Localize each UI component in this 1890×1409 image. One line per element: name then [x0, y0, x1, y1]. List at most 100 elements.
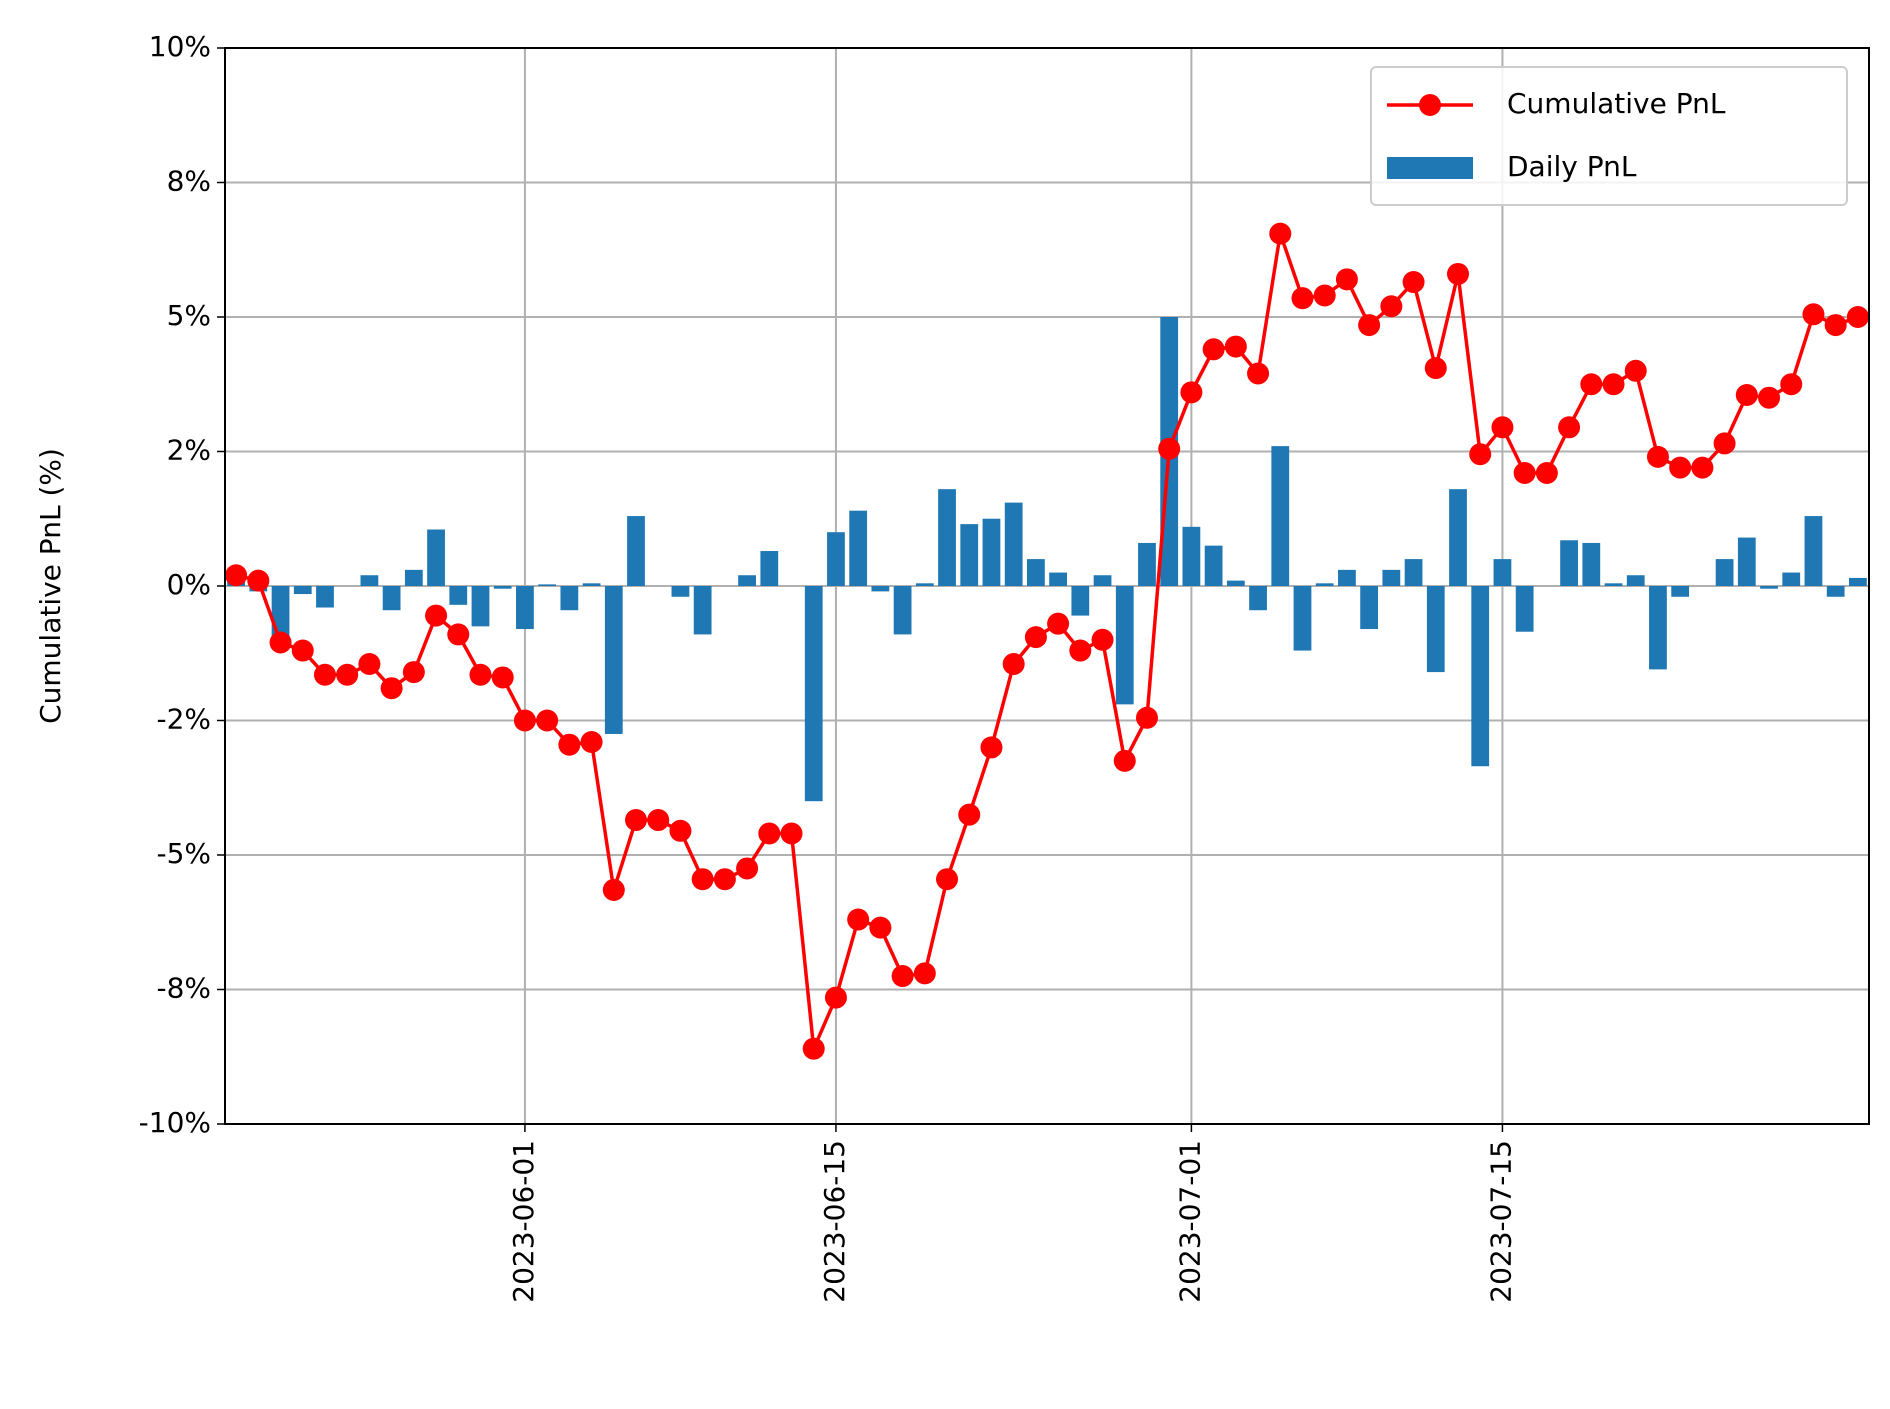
bar: [849, 510, 868, 586]
marker: [1735, 384, 1758, 407]
bar: [582, 583, 601, 586]
marker: [802, 1037, 825, 1060]
bar: [1737, 537, 1756, 586]
marker: [891, 965, 914, 988]
legend-label: Cumulative PnL: [1507, 87, 1726, 120]
marker: [1424, 357, 1447, 380]
marker: [1824, 314, 1847, 337]
marker: [402, 661, 425, 684]
marker: [958, 803, 981, 826]
x-tick-label: 2023-07-15: [1484, 1140, 1517, 1303]
bar: [1560, 540, 1578, 586]
marker: [1069, 639, 1092, 662]
y-tick-label: 2%: [167, 434, 211, 467]
legend-box: [1370, 66, 1848, 206]
axes-frame: [224, 47, 1870, 1125]
bar: [938, 489, 956, 586]
x-tick-label: 2023-06-15: [818, 1140, 851, 1303]
marker: [1224, 335, 1247, 358]
marker: [536, 709, 559, 732]
bar: [760, 551, 779, 586]
marker: [1646, 445, 1669, 468]
bar: [360, 575, 379, 586]
bar: [1782, 572, 1801, 586]
y-tick-label: -8%: [156, 972, 211, 1005]
marker: [269, 631, 292, 654]
legend-patch: [1387, 157, 1473, 179]
marker: [291, 639, 314, 662]
marker: [491, 666, 514, 689]
plot: [225, 222, 1869, 1060]
marker: [425, 604, 448, 627]
y-tick-label: -5%: [156, 837, 211, 870]
bar: [1093, 575, 1112, 586]
marker: [736, 857, 759, 880]
bar: [449, 586, 468, 605]
marker: [1047, 612, 1070, 635]
bar: [1493, 559, 1512, 586]
marker: [1202, 338, 1225, 361]
bar: [1049, 572, 1067, 586]
bar: [404, 569, 423, 586]
marker: [602, 878, 625, 901]
marker: [1758, 386, 1781, 409]
bar: [1582, 542, 1601, 586]
bar: [1760, 586, 1778, 589]
bar: [1249, 586, 1267, 611]
marker: [1380, 295, 1403, 318]
legend-marker: [1419, 94, 1441, 116]
marker: [824, 986, 847, 1009]
marker: [1846, 306, 1869, 328]
bar: [1804, 516, 1823, 586]
bar: [827, 532, 845, 586]
bar: [1426, 586, 1445, 673]
bar: [982, 518, 1001, 586]
bar: [1204, 545, 1223, 586]
bar: [1027, 559, 1045, 586]
marker: [780, 822, 803, 845]
bar: [493, 586, 512, 589]
line: [235, 233, 1859, 1056]
bar: [1293, 586, 1312, 651]
bar: [382, 586, 401, 611]
marker: [980, 736, 1003, 759]
marker: [869, 916, 892, 939]
bar: [671, 586, 690, 597]
marker: [580, 731, 603, 754]
marker: [1447, 262, 1469, 285]
bar: [1315, 583, 1334, 586]
bar: [1071, 586, 1090, 616]
marker: [1780, 373, 1803, 396]
bar: [1182, 526, 1201, 586]
marker: [1402, 271, 1425, 294]
marker: [1513, 462, 1536, 485]
bar: [738, 575, 756, 586]
bar: [271, 586, 290, 638]
bar: [1004, 502, 1023, 586]
marker: [513, 709, 536, 732]
y-tick-label: -10%: [139, 1106, 211, 1139]
marker: [336, 663, 359, 686]
bar: [1360, 586, 1379, 630]
y-axis-label: Cumulative PnL (%): [34, 448, 67, 724]
bar: [427, 529, 445, 586]
bar: [1604, 583, 1623, 586]
y-tick-label: -2%: [156, 703, 211, 736]
bar: [1826, 586, 1845, 597]
marker: [847, 908, 870, 931]
bar: [1649, 586, 1667, 670]
marker: [447, 623, 470, 646]
marker: [758, 822, 781, 845]
bar: [1115, 586, 1134, 705]
marker: [1580, 373, 1603, 396]
bar: [1382, 569, 1401, 586]
bar: [471, 586, 490, 627]
bar: [1271, 446, 1290, 586]
bar: [804, 586, 823, 802]
marker: [669, 819, 692, 842]
marker: [625, 809, 647, 832]
legend-label: Daily PnL: [1507, 150, 1637, 183]
marker: [225, 564, 248, 587]
marker: [1602, 373, 1625, 396]
